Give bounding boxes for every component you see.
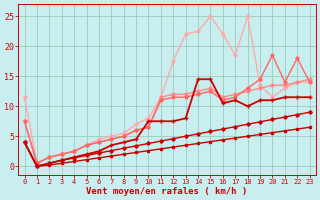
X-axis label: Vent moyen/en rafales ( km/h ): Vent moyen/en rafales ( km/h ) — [86, 187, 248, 196]
